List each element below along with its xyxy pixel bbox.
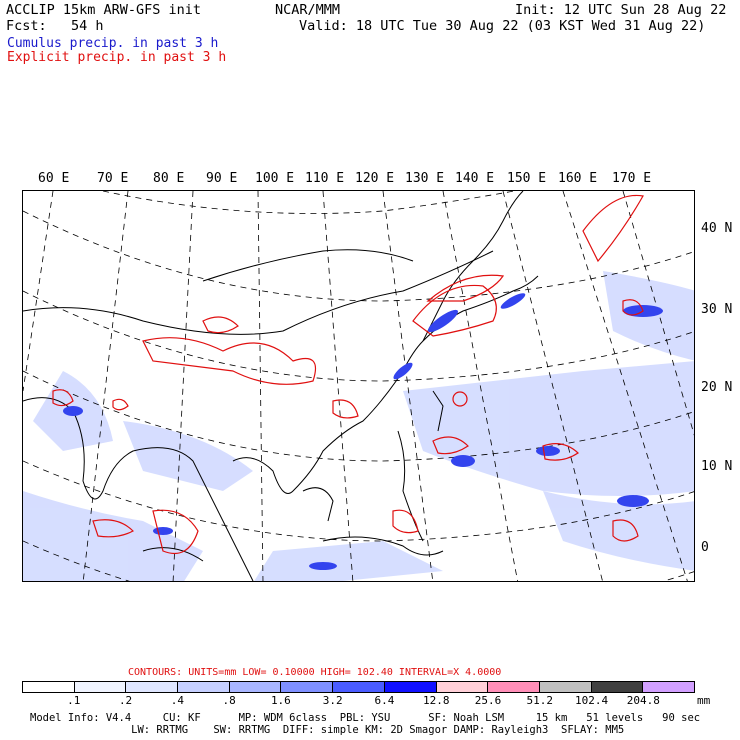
cumulus-light-areas xyxy=(23,271,694,581)
longitude-label: 130 E xyxy=(405,171,445,186)
colorbar-segment xyxy=(126,682,179,692)
longitude-label: 80 E xyxy=(153,171,185,186)
colorbar-unit: mm xyxy=(697,694,711,707)
longitude-label: 170 E xyxy=(612,171,652,186)
latitude-label: 10 N xyxy=(701,459,733,474)
colorbar-tick-label: 1.6 xyxy=(270,694,291,707)
longitude-label: 140 E xyxy=(455,171,495,186)
colorbar-tick-label: 6.4 xyxy=(374,694,395,707)
colorbar-tick-label: .2 xyxy=(118,694,133,707)
colorbar-tick-label: 3.2 xyxy=(322,694,343,707)
cumulus-cells xyxy=(63,293,663,570)
colorbar-segment xyxy=(281,682,334,692)
header-title: ACCLIP 15km ARW-GFS init xyxy=(6,2,202,18)
map-canvas xyxy=(23,191,694,581)
longitude-label: 60 E xyxy=(38,171,70,186)
colorbar-segment xyxy=(178,682,230,692)
colorbar-segment xyxy=(23,682,75,692)
colorbar-segment xyxy=(591,682,644,692)
latitude-label: 0 xyxy=(701,540,709,555)
longitude-label: 100 E xyxy=(255,171,295,186)
longitude-label: 160 E xyxy=(558,171,598,186)
colorbar-segment xyxy=(436,682,489,692)
header-center: NCAR/MMM xyxy=(275,2,341,18)
latitude-label: 40 N xyxy=(701,221,733,236)
colorbar-segment xyxy=(539,682,592,692)
forecast-hour: Fcst: 54 h xyxy=(6,18,104,34)
longitude-label: 110 E xyxy=(305,171,345,186)
explicit-contours xyxy=(52,194,644,555)
graticule xyxy=(23,191,694,581)
colorbar-tick-label: 204.8 xyxy=(626,694,660,707)
colorbar-tick-label: 102.4 xyxy=(574,694,609,707)
colorbar-tick-label: 51.2 xyxy=(526,694,553,707)
colorbar-segment xyxy=(229,682,282,692)
colorbar-tick-label: .4 xyxy=(170,694,184,707)
coastlines xyxy=(23,191,539,581)
colorbar-tick-label: .1 xyxy=(67,694,81,707)
legend-explicit: Explicit precip. in past 3 h xyxy=(7,50,227,65)
latitude-label: 30 N xyxy=(701,302,733,317)
contour-info: CONTOURS: UNITS=mm LOW= 0.10000 HIGH= 10… xyxy=(128,667,502,678)
colorbar xyxy=(22,681,695,693)
physics-info: LW: RRTMG SW: RRTMG DIFF: simple KM: 2D … xyxy=(30,724,625,736)
colorbar-segment xyxy=(488,682,540,692)
longitude-label: 150 E xyxy=(507,171,547,186)
latitude-label: 20 N xyxy=(701,380,733,395)
colorbar-segment xyxy=(643,682,694,692)
colorbar-segment xyxy=(384,682,437,692)
colorbar-tick-label: 25.6 xyxy=(474,694,502,707)
colorbar-segment xyxy=(333,682,385,692)
longitude-label: 90 E xyxy=(206,171,238,186)
longitude-label: 120 E xyxy=(355,171,395,186)
colorbar-segment xyxy=(74,682,127,692)
legend-cumulus: Cumulus precip. in past 3 h xyxy=(7,36,219,51)
colorbar-tick-label: 12.8 xyxy=(422,694,450,707)
valid-time: Valid: 18 UTC Tue 30 Aug 22 (03 KST Wed … xyxy=(299,18,706,34)
colorbar-tick-label: .8 xyxy=(222,694,236,707)
init-time: Init: 12 UTC Sun 28 Aug 22 xyxy=(515,2,727,18)
model-info: Model Info: V4.4 CU: KF MP: WDM 6class P… xyxy=(30,712,701,724)
longitude-label: 70 E xyxy=(97,171,129,186)
precip-map xyxy=(22,190,695,582)
